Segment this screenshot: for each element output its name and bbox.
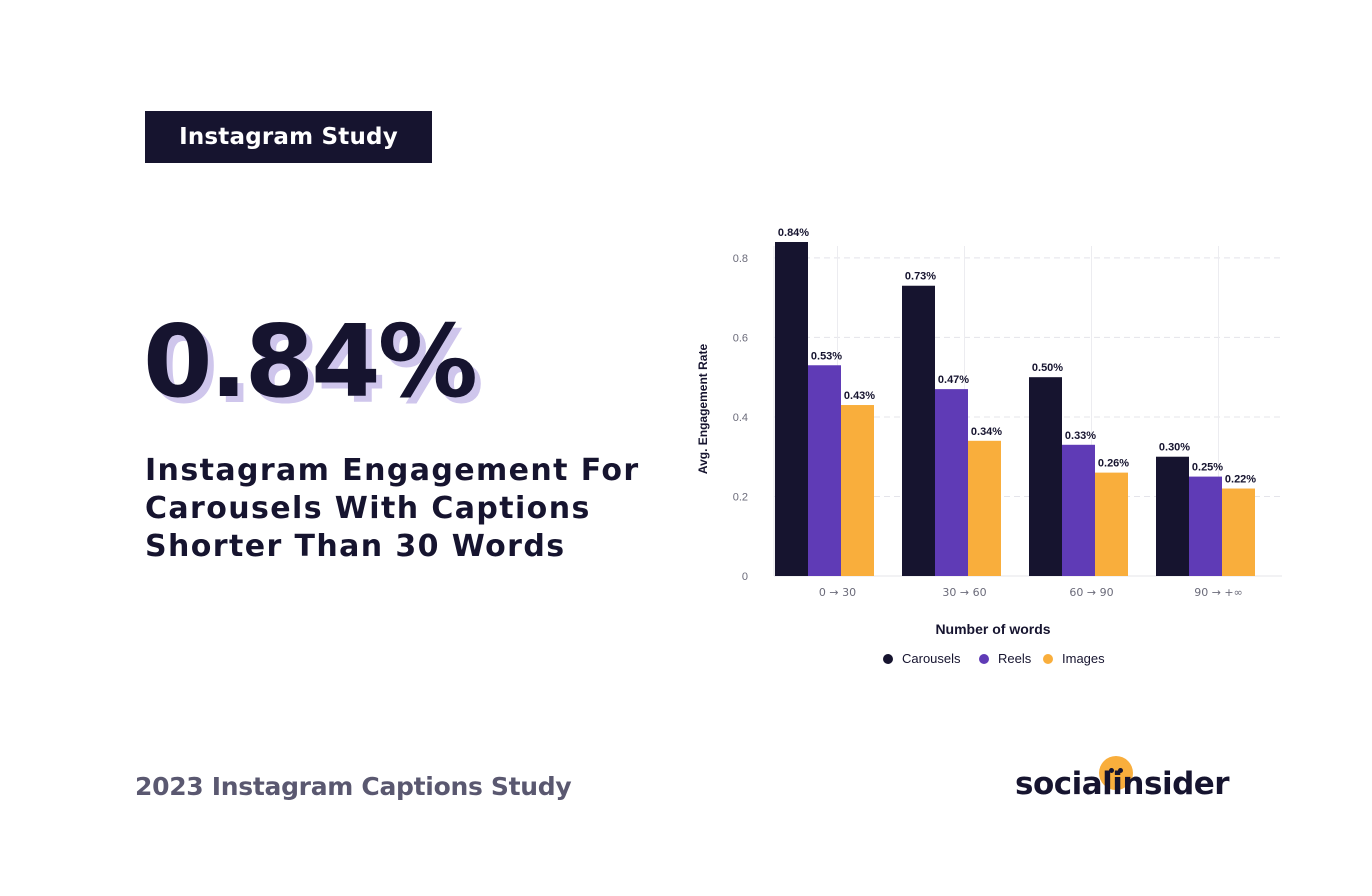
data-label: 0.43%: [844, 390, 875, 402]
legend-marker-carousels: [883, 654, 893, 664]
data-label: 0.30%: [1159, 442, 1190, 454]
data-label: 0.22%: [1225, 474, 1256, 486]
study-badge-label: Instagram Study: [179, 124, 398, 150]
headline-stat: 0.84%: [143, 303, 478, 420]
bar-carousels-2: [1029, 377, 1062, 576]
headline-line-1: Instagram Engagement For: [145, 453, 640, 488]
socialinsider-logo: socialinsider: [1015, 752, 1235, 808]
logo-sun-icon: [1099, 756, 1133, 790]
bar-images-0: [841, 405, 874, 576]
x-tick-label: 30 → 60: [942, 586, 986, 599]
data-label: 0.26%: [1098, 458, 1129, 470]
data-label: 0.50%: [1032, 362, 1063, 374]
data-label: 0.73%: [905, 271, 936, 283]
bar-images-1: [968, 440, 1001, 576]
legend-label-images: Images: [1062, 651, 1105, 666]
bar-reels-2: [1062, 444, 1095, 576]
y-tick-label: 0.4: [733, 412, 748, 424]
headline-line-2: Carousels With Captions: [145, 491, 591, 526]
data-label: 0.47%: [938, 374, 969, 386]
data-label: 0.84%: [778, 227, 809, 239]
footer-study-label: 2023 Instagram Captions Study: [135, 772, 572, 801]
x-tick-label: 60 → 90: [1069, 586, 1113, 599]
bar-images-3: [1222, 488, 1255, 576]
headline-line-3: Shorter Than 30 Words: [145, 529, 566, 564]
x-tick-label: 90 → +∞: [1194, 586, 1243, 599]
headline-text: Instagram Engagement For Carousels With …: [145, 452, 665, 566]
data-label: 0.25%: [1192, 462, 1223, 474]
bar-images-2: [1095, 472, 1128, 576]
data-label: 0.33%: [1065, 430, 1096, 442]
legend-marker-images: [1043, 654, 1053, 664]
y-tick-label: 0.6: [733, 332, 748, 344]
y-tick-label: 0.2: [733, 491, 748, 503]
legend-label-reels: Reels: [998, 651, 1032, 666]
study-badge: Instagram Study: [145, 111, 432, 163]
data-label: 0.34%: [971, 426, 1002, 438]
legend-marker-reels: [979, 654, 989, 664]
legend-label-carousels: Carousels: [902, 651, 961, 666]
y-tick-label: 0: [742, 571, 748, 583]
engagement-bar-chart: 0 0.2 0.4 0.6 0.8 0.84% 0.53% 0.43% 0 → 30 0.73% 0…: [696, 227, 1282, 666]
bar-carousels-3: [1156, 456, 1189, 576]
y-axis-title: Avg. Engagement Rate: [696, 344, 710, 475]
bar-carousels-1: [902, 285, 935, 576]
bar-carousels-0: [775, 242, 808, 576]
data-label: 0.53%: [811, 350, 842, 362]
x-axis-title: Number of words: [935, 621, 1050, 637]
bar-reels-3: [1189, 476, 1222, 576]
y-tick-label: 0.8: [733, 253, 748, 265]
bar-reels-1: [935, 389, 968, 576]
x-tick-label: 0 → 30: [819, 586, 856, 599]
logo-wordmark: socialinsider: [1015, 766, 1230, 802]
bar-reels-0: [808, 365, 841, 576]
